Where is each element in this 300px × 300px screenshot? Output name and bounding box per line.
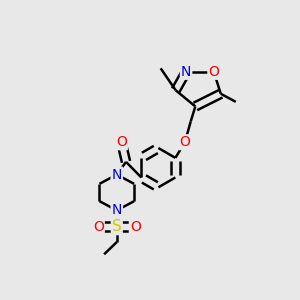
Text: O: O xyxy=(130,220,141,234)
Text: O: O xyxy=(208,65,219,79)
Text: O: O xyxy=(116,135,127,149)
Text: N: N xyxy=(181,65,191,79)
Text: S: S xyxy=(112,219,122,234)
Text: O: O xyxy=(93,220,104,234)
Text: N: N xyxy=(112,203,122,218)
Text: O: O xyxy=(179,135,191,149)
Text: N: N xyxy=(112,168,122,182)
